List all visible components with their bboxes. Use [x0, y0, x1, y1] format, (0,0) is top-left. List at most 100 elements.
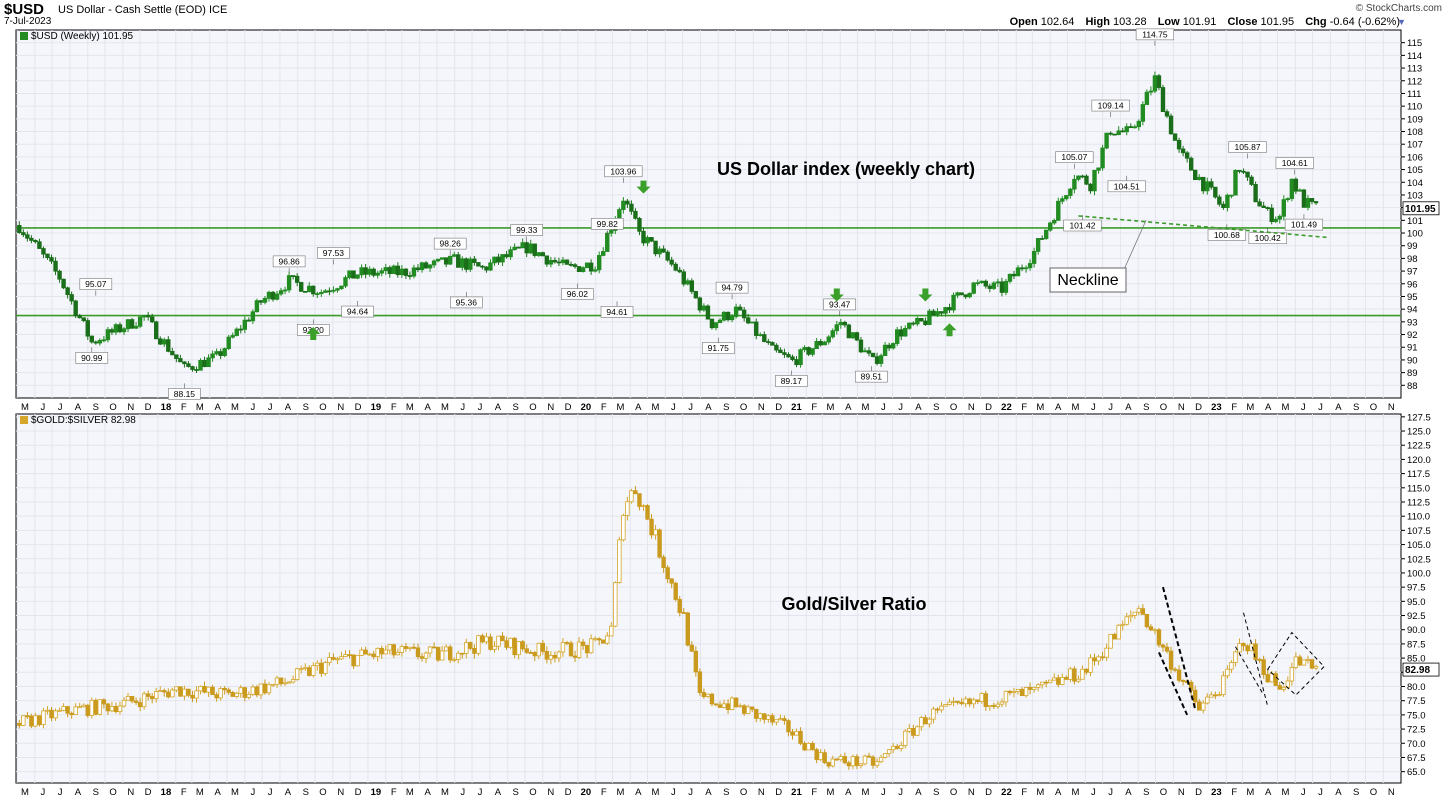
- usd-candle: [439, 257, 445, 260]
- ratio-x-tick-label: J: [671, 787, 676, 798]
- usd-candle: [371, 268, 376, 276]
- ratio-y-tick-label: 115.0: [1407, 483, 1430, 494]
- usd-down-arrow-icon: [636, 180, 651, 194]
- usd-y-tick-label: 103: [1407, 190, 1423, 201]
- ratio-y-tick-label: 110.0: [1407, 512, 1430, 523]
- usd-plot-area: [15, 29, 1402, 399]
- usd-x-tick-label: A: [635, 402, 642, 413]
- ratio-x-tick-label: J: [881, 787, 886, 798]
- ratio-candle: [439, 650, 445, 661]
- usd-x-tick-label: J: [1318, 402, 1323, 413]
- usd-peak-label: 97.53: [323, 248, 345, 258]
- ratio-legend-swatch: [20, 416, 28, 424]
- ratio-candle: [198, 685, 203, 692]
- usd-candle: [637, 217, 642, 232]
- close-value: 101.95: [1260, 16, 1295, 28]
- usd-x-tick-label: A: [915, 402, 922, 413]
- usd-x-tick-label: F: [601, 402, 607, 413]
- ratio-x-tick-label: S: [1143, 787, 1149, 798]
- usd-candle: [286, 275, 292, 291]
- usd-candle: [359, 267, 364, 276]
- ratio-candle: [963, 698, 968, 705]
- ratio-candle: [637, 493, 642, 507]
- ratio-candle: [158, 690, 163, 692]
- usd-candle: [995, 281, 1001, 284]
- usd-x-tick-label: S: [303, 402, 309, 413]
- ratio-candle: [556, 651, 562, 659]
- ratio-candle: [665, 567, 670, 580]
- usd-candle: [121, 328, 127, 333]
- ratio-x-tick-label: S: [93, 787, 99, 798]
- usd-candle: [1241, 170, 1246, 173]
- ratio-y-tick-label: 92.5: [1407, 611, 1426, 622]
- usd-candle: [745, 317, 751, 324]
- usd-candle: [303, 290, 308, 293]
- usd-peak-label-box: [79, 278, 113, 290]
- ratio-x-tick-label: 21: [791, 787, 802, 798]
- usd-candle: [1035, 238, 1041, 252]
- ratio-candle: [254, 686, 260, 696]
- usd-candle: [504, 254, 509, 258]
- usd-candle: [1088, 183, 1093, 192]
- ratio-candle: [419, 656, 425, 659]
- ratio-candle: [814, 749, 819, 761]
- usd-candle: [826, 336, 831, 343]
- usd-candle: [1313, 201, 1319, 204]
- ratio-candle: [947, 701, 952, 705]
- ratio-chart-title: Gold/Silver Ratio: [781, 594, 926, 614]
- ratio-candle: [907, 728, 912, 732]
- ratio-candle: [323, 662, 328, 674]
- quote-dropdown-icon[interactable]: ▼: [1397, 17, 1406, 27]
- ratio-candle: [210, 686, 215, 696]
- usd-y-tick-label: 93: [1407, 317, 1418, 328]
- usd-candle: [1076, 175, 1081, 180]
- usd-candle: [1205, 181, 1210, 192]
- open-value: 102.64: [1040, 16, 1075, 28]
- usd-candle: [633, 210, 638, 219]
- usd-candle: [1176, 139, 1182, 150]
- usd-candle: [1027, 263, 1033, 269]
- ratio-x-tick-label: A: [425, 787, 432, 798]
- usd-peak-label: 96.86: [278, 256, 300, 266]
- usd-candle: [65, 287, 70, 295]
- usd-candle: [1249, 176, 1254, 185]
- usd-candle: [596, 255, 602, 271]
- usd-candle: [222, 348, 227, 356]
- usd-candle: [1039, 238, 1045, 240]
- usd-peak-label: 109.14: [1098, 101, 1124, 111]
- ratio-x-tick-label: A: [1335, 787, 1342, 798]
- usd-x-tick-label: J: [881, 402, 886, 413]
- usd-candle: [568, 263, 574, 266]
- usd-candle: [53, 260, 58, 272]
- ratio-last-value-box: [1402, 662, 1440, 677]
- ratio-candle: [657, 529, 662, 558]
- usd-candle: [588, 262, 594, 272]
- usd-candle: [798, 349, 803, 366]
- ratio-candle: [202, 685, 207, 693]
- ratio-x-tick-label: F: [181, 787, 187, 798]
- usd-candle: [1052, 220, 1057, 224]
- ratio-x-tick-label: J: [58, 787, 63, 798]
- close-label: Close: [1227, 16, 1258, 28]
- usd-candle: [407, 275, 413, 277]
- usd-candle: [927, 310, 932, 325]
- usd-candle: [1148, 90, 1154, 93]
- usd-candle: [689, 280, 695, 292]
- ratio-candle: [359, 649, 364, 656]
- usd-candle: [528, 243, 533, 254]
- usd-x-tick-label: J: [1301, 402, 1306, 413]
- ratio-candle: [846, 762, 852, 767]
- usd-x-tick-label: 22: [1001, 402, 1012, 413]
- ratio-candle: [480, 635, 485, 643]
- usd-candle: [1253, 184, 1258, 203]
- ratio-candle: [1261, 659, 1266, 675]
- usd-candle: [395, 265, 401, 276]
- usd-trough-label-box: [341, 305, 374, 318]
- copyright[interactable]: © StockCharts.com: [1355, 3, 1442, 14]
- ratio-x-tick-label: F: [391, 787, 397, 798]
- usd-x-tick-label: N: [547, 402, 554, 413]
- usd-candle: [149, 316, 155, 323]
- usd-x-tick-label: J: [671, 402, 676, 413]
- usd-candle: [1192, 169, 1198, 181]
- ratio-candle: [484, 636, 489, 643]
